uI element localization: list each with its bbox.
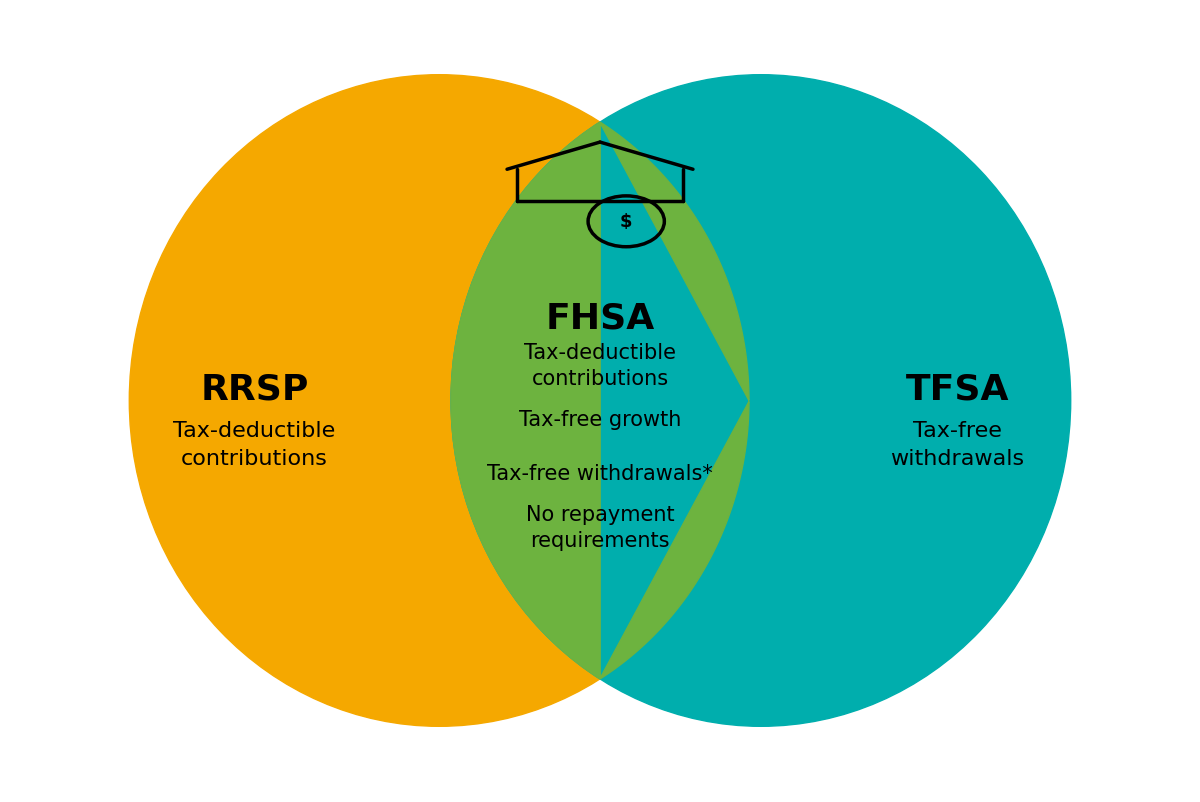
Text: $: $ (620, 213, 632, 231)
Text: Tax-free withdrawals*: Tax-free withdrawals* (487, 464, 713, 484)
Text: Tax-free
withdrawals: Tax-free withdrawals (890, 421, 1025, 468)
Text: TFSA: TFSA (906, 372, 1009, 406)
Text: No repayment
requirements: No repayment requirements (526, 504, 674, 550)
Text: Tax-deductible
contributions: Tax-deductible contributions (173, 421, 336, 468)
Ellipse shape (130, 75, 749, 727)
Text: RRSP: RRSP (200, 372, 308, 406)
Polygon shape (451, 123, 749, 679)
Text: Tax-deductible
contributions: Tax-deductible contributions (524, 342, 676, 388)
Text: Tax-free growth: Tax-free growth (518, 409, 682, 429)
Ellipse shape (451, 75, 1070, 727)
Text: FHSA: FHSA (545, 301, 655, 334)
